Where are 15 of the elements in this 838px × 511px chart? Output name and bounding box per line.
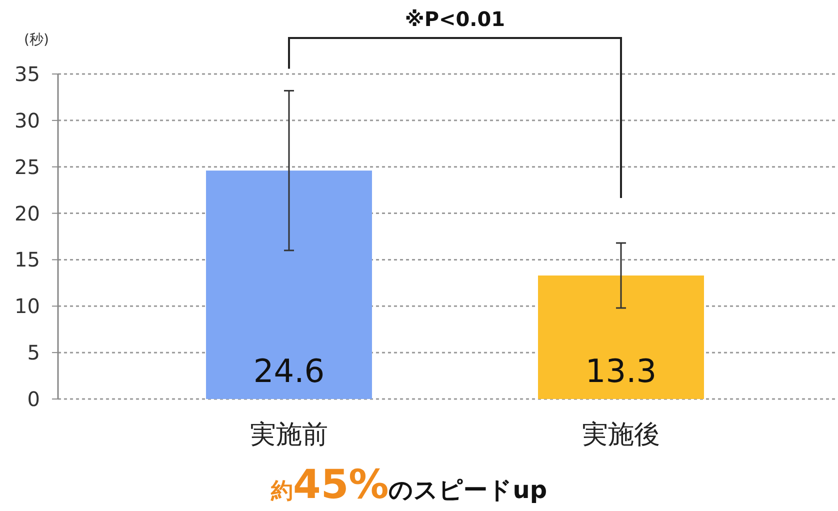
y-tick-label: 35: [14, 62, 40, 86]
y-axis-title: (秒): [24, 32, 49, 48]
y-tick-label: 10: [14, 294, 40, 318]
text: 約45%のスピードup: [270, 462, 548, 508]
y-tick-label: 20: [14, 201, 40, 226]
data-label: 24.6: [253, 352, 325, 390]
data-label: 13.3: [585, 352, 657, 390]
y-tick-label: 15: [14, 248, 40, 272]
y-tick-label: 25: [14, 154, 40, 179]
y-tick-label: 5: [27, 340, 40, 365]
y-tick-label: 30: [14, 108, 40, 132]
x-tick-label: 実施後: [582, 420, 660, 450]
text: ※P<0.01: [404, 7, 506, 31]
y-tick-label: 0: [27, 387, 40, 411]
x-tick-label: 実施前: [250, 420, 328, 450]
